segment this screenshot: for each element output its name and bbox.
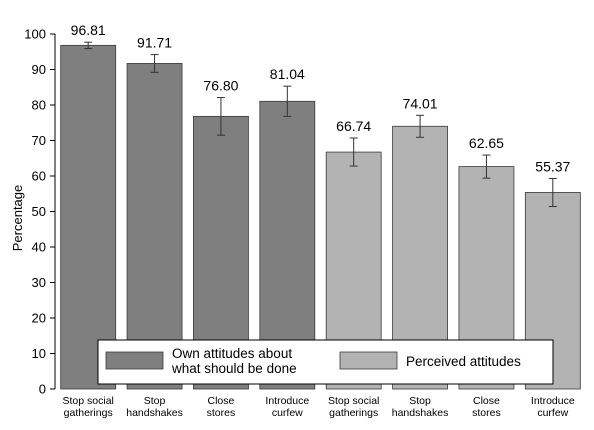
data-labels: 96.81 91.71 76.80 81.04 66.74 74.01 62.65 55.37 <box>71 22 571 174</box>
y-tick-label: 30 <box>32 275 46 290</box>
x-category-label-line: handshakes <box>126 407 183 419</box>
legend-label: Own attitudes about what should be done <box>171 346 297 376</box>
y-tick-label: 80 <box>32 98 46 113</box>
legend: Own attitudes about what should be done Pe… <box>97 339 554 385</box>
y-tick-label: 70 <box>32 133 46 148</box>
data-label: 91.71 <box>137 35 172 51</box>
x-category-label-line: Introduce <box>265 395 309 407</box>
data-label: 96.81 <box>71 22 106 38</box>
x-category-label-line: handshakes <box>392 407 449 419</box>
legend-label: Perceived attitudes <box>406 354 521 369</box>
x-category-label: Close stores <box>207 395 236 419</box>
legend-label-line: what should be done <box>171 361 297 376</box>
x-category-label-line: Stop <box>144 395 166 407</box>
y-tick-label: 100 <box>24 27 46 42</box>
x-category-label: Stop social gatherings <box>63 395 114 419</box>
data-label: 81.04 <box>270 66 305 82</box>
y-tick-label: 0 <box>39 382 46 397</box>
bar <box>60 44 117 390</box>
bars <box>60 44 581 390</box>
x-category-label: Close stores <box>472 395 501 419</box>
x-category-label-line: Stop <box>409 395 431 407</box>
x-category-label-line: stores <box>207 407 236 419</box>
x-category-label: Stop social gatherings <box>328 395 379 419</box>
y-tick-label: 20 <box>32 311 46 326</box>
x-category-label-line: Close <box>473 395 500 407</box>
data-label: 62.65 <box>469 135 504 151</box>
data-label: 55.37 <box>535 158 570 174</box>
y-axis: 0 10 20 30 40 50 60 70 80 90 100 <box>24 27 56 397</box>
legend-box <box>97 339 554 385</box>
error-bars <box>84 41 557 208</box>
legend-label-line: Own attitudes about <box>172 346 292 361</box>
x-category-label-line: Stop social <box>63 395 114 407</box>
y-tick-label: 90 <box>32 62 46 77</box>
y-tick-label: 40 <box>32 240 46 255</box>
bar <box>126 63 183 390</box>
x-category-label-line: curfew <box>537 407 568 419</box>
legend-label-line: Perceived attitudes <box>406 354 521 369</box>
x-category-label: Stop handshakes <box>126 395 183 419</box>
x-category-label-line: gatherings <box>329 407 378 419</box>
y-tick-label: 50 <box>32 204 46 219</box>
x-category-label: Introduce curfew <box>265 395 309 419</box>
data-label: 76.80 <box>203 78 238 94</box>
data-label: 66.74 <box>336 118 371 134</box>
y-tick-label: 10 <box>32 346 46 361</box>
y-axis-title: Percentage <box>10 185 25 252</box>
y-tick-label: 60 <box>32 169 46 184</box>
x-category-label: Introduce curfew <box>531 395 575 419</box>
x-category-label: Stop handshakes <box>392 395 449 419</box>
x-category-label-line: Close <box>208 395 235 407</box>
x-category-label-line: Stop social <box>328 395 379 407</box>
x-category-label-line: Introduce <box>531 395 575 407</box>
legend-swatch <box>105 351 164 370</box>
x-category-label-line: curfew <box>272 407 303 419</box>
legend-swatch <box>339 351 398 370</box>
data-label: 74.01 <box>403 95 438 111</box>
x-category-label-line: stores <box>472 407 501 419</box>
x-category-label-line: gatherings <box>64 407 113 419</box>
